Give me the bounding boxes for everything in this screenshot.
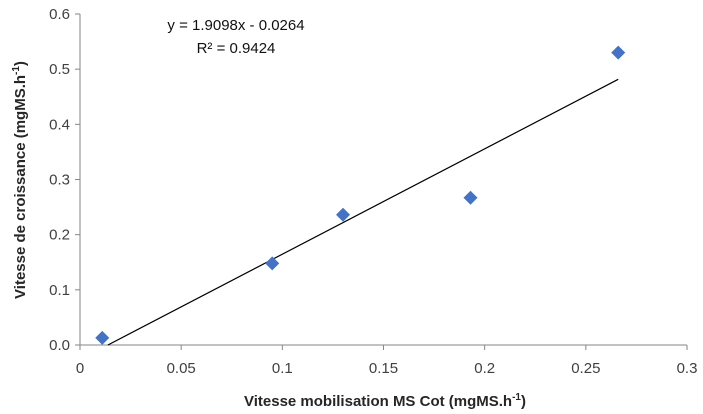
regression-equation: y = 1.9098x - 0.0264 (167, 17, 304, 34)
data-points (95, 45, 626, 345)
x-tick-label: 0.1 (272, 360, 293, 377)
x-axis-title: Vitesse mobilisation MS Cot (mgMS.h-1) (244, 392, 526, 410)
data-point-diamond (95, 330, 110, 345)
x-tick-label: 0.25 (571, 360, 600, 377)
y-tick-label: 0.6 (49, 6, 70, 23)
data-point-diamond (336, 207, 351, 222)
x-tick-label: 0.3 (677, 360, 698, 377)
y-tick-label: 0.0 (49, 337, 70, 354)
y-tick-label: 0.4 (49, 116, 70, 133)
data-point-diamond (463, 190, 478, 205)
x-tick-label: 0.2 (474, 360, 495, 377)
x-tick-label: 0.15 (369, 360, 398, 377)
x-tick-label: 0.05 (167, 360, 196, 377)
data-point-diamond (265, 256, 280, 271)
data-point-diamond (611, 45, 626, 60)
linear-trendline (107, 78, 619, 346)
y-tick-label: 0.5 (49, 61, 70, 78)
y-tick-label: 0.3 (49, 172, 70, 189)
y-tick-label: 0.1 (49, 282, 70, 299)
y-tick-label: 0.2 (49, 227, 70, 244)
chart-ticks: 0.0 0.1 0.2 0.3 0.4 0.5 0.6 0 0.05 0.1 0.15 0.2 0.25… (49, 6, 697, 377)
r-squared-value: R² = 0.9424 (197, 40, 276, 57)
y-axis-title: Vitesse de croissance (mgMS.h-1) (11, 61, 29, 299)
chart-axes (79, 14, 687, 346)
x-tick-label: 0 (76, 360, 84, 377)
trendline-group (107, 78, 619, 346)
